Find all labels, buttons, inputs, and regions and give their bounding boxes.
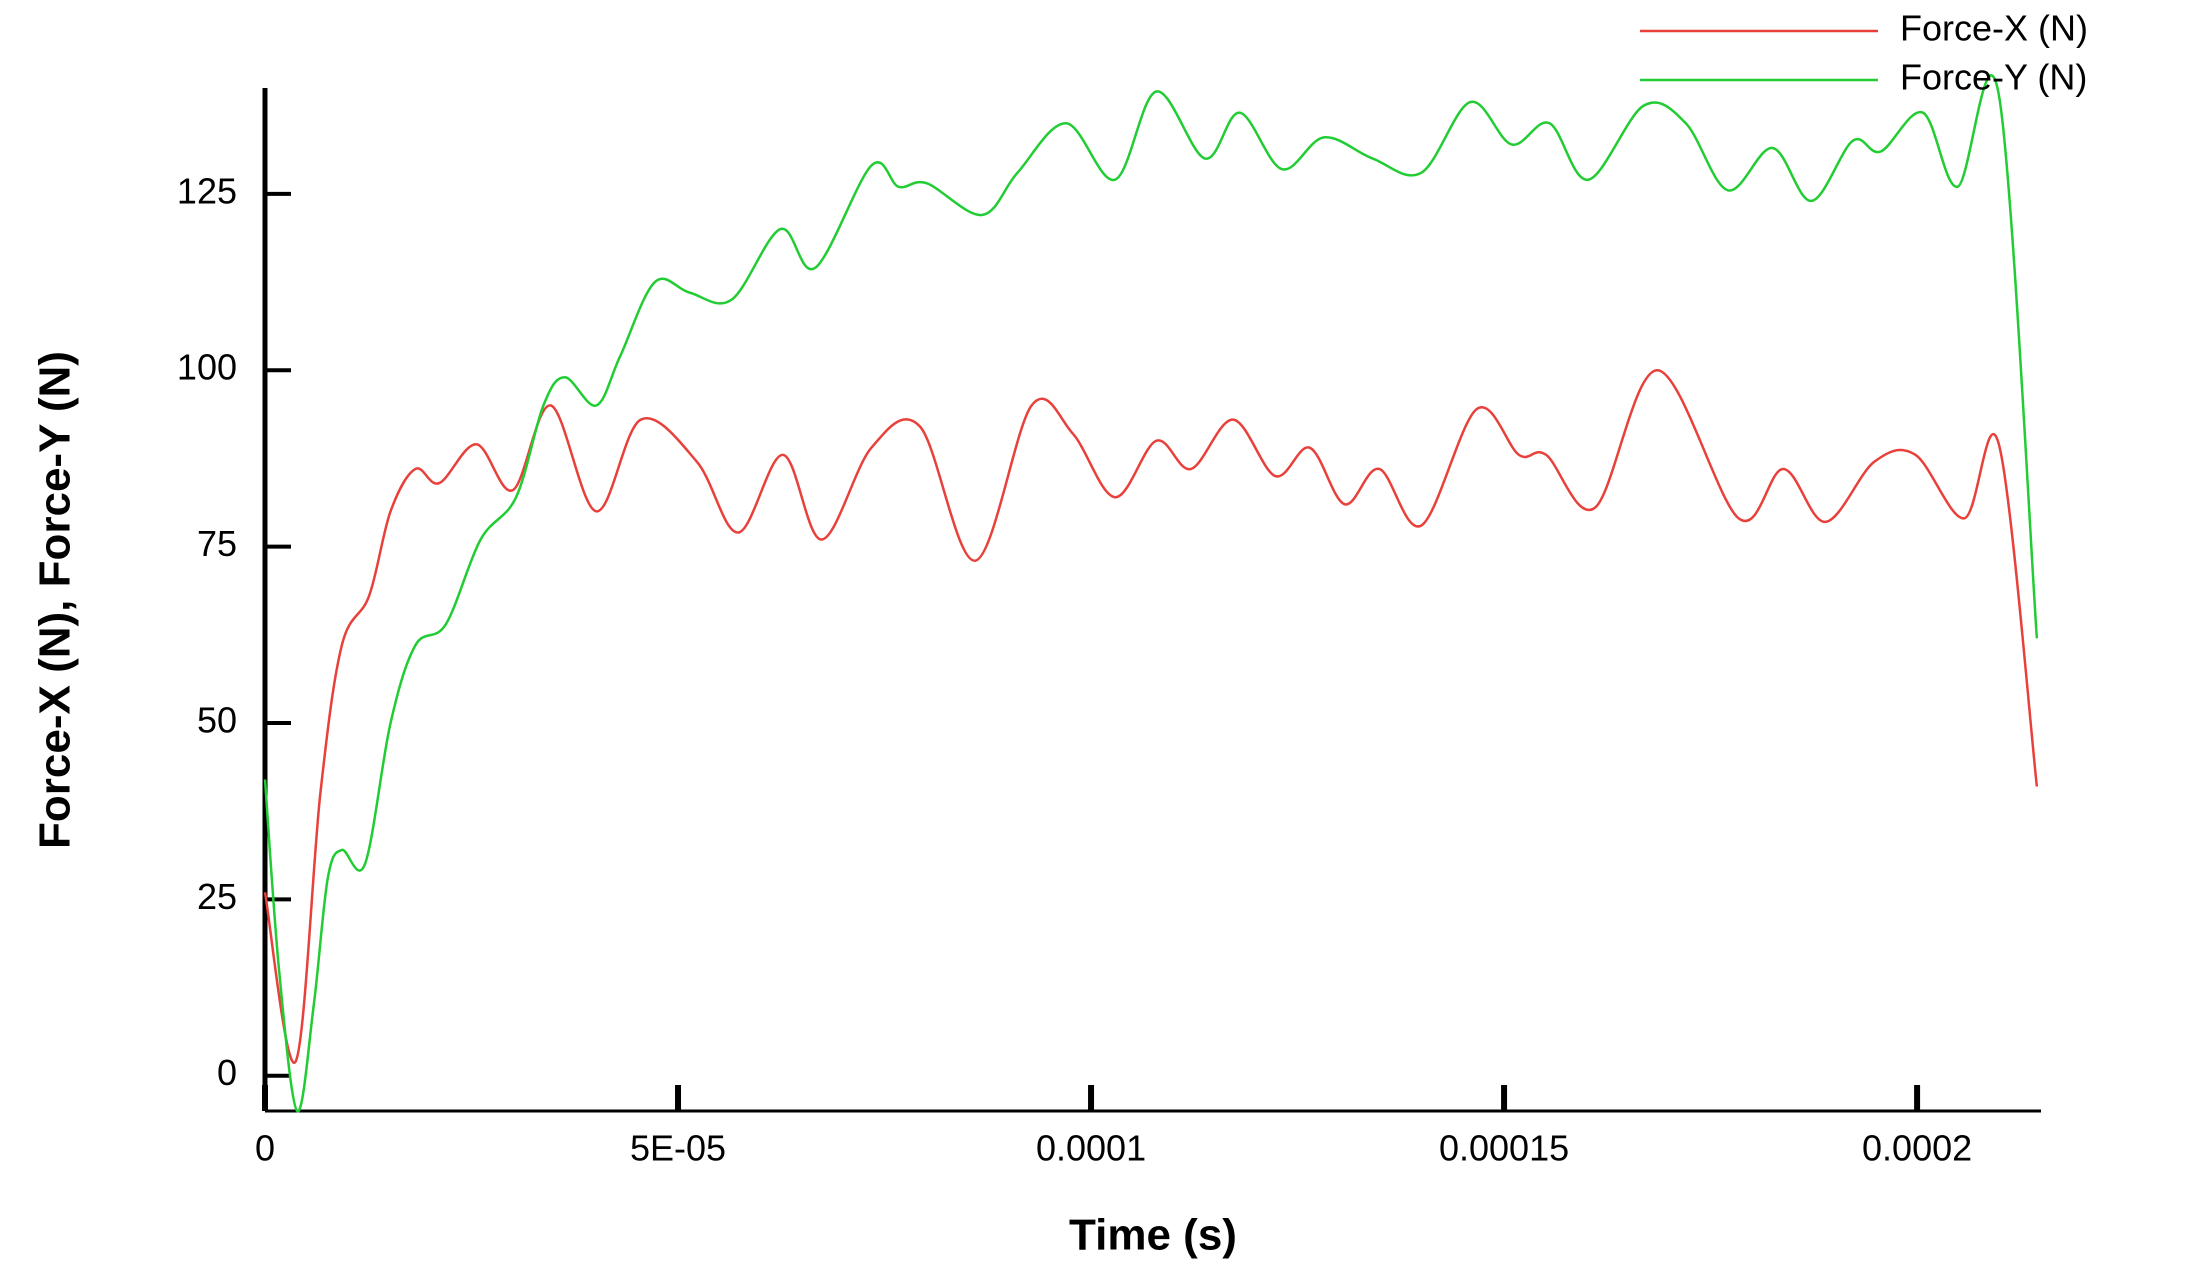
y-tick-label: 100 — [177, 347, 237, 388]
y-tick-label: 50 — [197, 699, 237, 740]
series-line — [263, 368, 2039, 1064]
y-tick-label: 75 — [197, 523, 237, 564]
y-tick-label: 25 — [197, 876, 237, 917]
x-tick-label: 5E-05 — [630, 1128, 726, 1169]
series-line — [263, 74, 2039, 1113]
y-tick-label: 125 — [177, 170, 237, 211]
x-tick-label: 0.00015 — [1439, 1128, 1569, 1169]
y-tick-label: 0 — [217, 1052, 237, 1093]
legend-label: Force-Y (N) — [1900, 57, 2087, 98]
legend-label: Force-X (N) — [1900, 8, 2088, 49]
x-axis-title: Time (s) — [1069, 1211, 1237, 1260]
y-axis-title: Force-X (N), Force-Y (N) — [31, 351, 80, 849]
x-tick-label: 0 — [255, 1128, 275, 1169]
x-tick-label: 0.0001 — [1036, 1128, 1146, 1169]
x-tick-label: 0.0002 — [1862, 1128, 1972, 1169]
